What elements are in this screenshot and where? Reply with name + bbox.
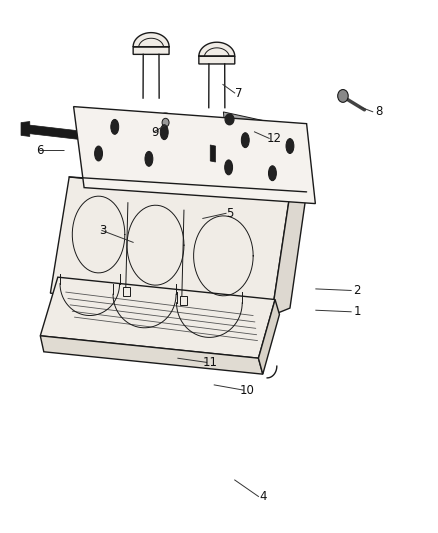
Bar xyxy=(123,287,130,296)
Polygon shape xyxy=(223,112,274,140)
Polygon shape xyxy=(133,33,169,54)
Circle shape xyxy=(162,118,169,127)
Bar xyxy=(180,296,187,305)
Polygon shape xyxy=(199,42,235,64)
Text: 2: 2 xyxy=(353,284,361,297)
Polygon shape xyxy=(50,177,289,316)
Text: 11: 11 xyxy=(203,356,218,369)
Polygon shape xyxy=(40,277,275,358)
Polygon shape xyxy=(220,129,268,149)
Circle shape xyxy=(158,113,173,132)
Polygon shape xyxy=(74,107,315,204)
Polygon shape xyxy=(21,122,30,136)
Polygon shape xyxy=(26,125,210,155)
Ellipse shape xyxy=(95,146,102,161)
Polygon shape xyxy=(210,145,215,162)
Text: 4: 4 xyxy=(259,490,267,503)
Polygon shape xyxy=(258,300,279,374)
Ellipse shape xyxy=(241,133,249,148)
Ellipse shape xyxy=(160,125,168,140)
Ellipse shape xyxy=(225,160,233,175)
Text: 8: 8 xyxy=(375,106,382,118)
Ellipse shape xyxy=(268,166,276,181)
Ellipse shape xyxy=(286,139,294,154)
Text: 5: 5 xyxy=(226,207,233,220)
Text: 12: 12 xyxy=(266,132,281,145)
Polygon shape xyxy=(272,192,307,316)
Circle shape xyxy=(225,114,234,125)
Text: 3: 3 xyxy=(99,224,106,237)
Circle shape xyxy=(338,90,348,102)
Text: 1: 1 xyxy=(353,305,361,318)
Text: 6: 6 xyxy=(35,144,43,157)
Text: 9: 9 xyxy=(152,126,159,139)
Ellipse shape xyxy=(111,119,119,134)
Text: 10: 10 xyxy=(240,384,255,397)
Ellipse shape xyxy=(145,151,153,166)
Text: 7: 7 xyxy=(235,87,243,100)
Polygon shape xyxy=(40,336,263,374)
